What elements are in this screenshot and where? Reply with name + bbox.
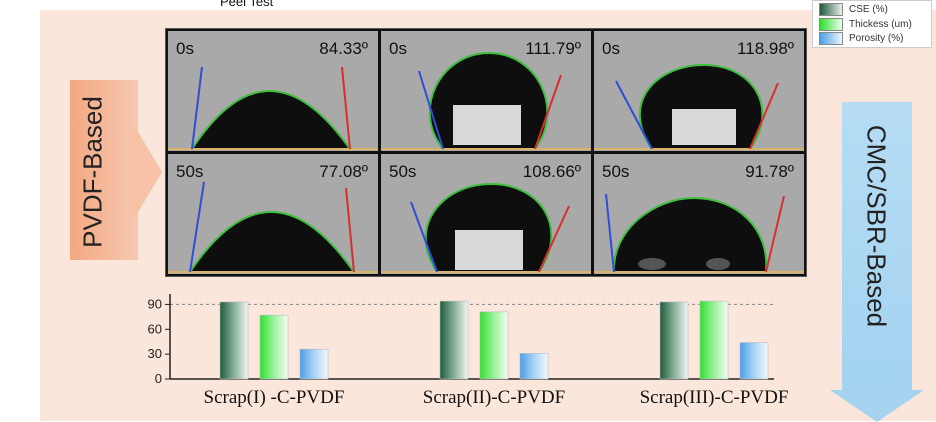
bar bbox=[259, 314, 289, 380]
time-label: 0s bbox=[389, 39, 407, 58]
droplet-image: 50s 108.66º bbox=[381, 154, 591, 274]
legend-item: Porosity (%) bbox=[819, 32, 903, 45]
contact-angle-image-grid: 0s 84.33º 0s 111.79º 0s 118.98º bbox=[165, 28, 807, 277]
droplet-image: 0s 84.33º bbox=[168, 31, 378, 151]
pvdf-arrow bbox=[70, 70, 162, 270]
droplet-photo bbox=[381, 31, 591, 151]
arrow-head bbox=[132, 122, 162, 222]
pvdf-based-label: PVDF-Based bbox=[77, 96, 108, 248]
legend-swatch bbox=[819, 18, 843, 31]
time-label: 50s bbox=[176, 162, 204, 181]
figure-title: Peel Test bbox=[220, 0, 274, 9]
y-tick-label: 0 bbox=[155, 371, 162, 386]
bar bbox=[699, 300, 729, 380]
bar bbox=[299, 348, 329, 380]
bar bbox=[219, 301, 249, 380]
bar bbox=[659, 301, 689, 380]
legend-item: CSE (%) bbox=[819, 3, 888, 16]
legend-swatch bbox=[819, 32, 843, 45]
angle-label: 84.33º bbox=[319, 39, 368, 58]
angle-label: 77.08º bbox=[319, 162, 368, 181]
y-tick-label: 30 bbox=[148, 346, 162, 361]
legend: CSE (%) Thickess (um) Porosity (%) bbox=[812, 0, 932, 48]
bar bbox=[519, 353, 549, 380]
x-category-label: Scrap(III)-C-PVDF bbox=[640, 387, 789, 408]
legend-item: Thickess (um) bbox=[819, 18, 912, 31]
bar bbox=[739, 342, 769, 380]
droplet-image: 50s 77.08º bbox=[168, 154, 378, 274]
droplet-image: 0s 118.98º bbox=[594, 31, 804, 151]
legend-label: Thickess (um) bbox=[849, 19, 912, 30]
time-label: 0s bbox=[602, 39, 620, 58]
droplet-image: 50s 91.78º bbox=[594, 154, 804, 274]
droplet-image: 0s 111.79º bbox=[381, 31, 591, 151]
legend-swatch bbox=[819, 3, 843, 16]
y-tick-label: 60 bbox=[148, 321, 162, 336]
droplet-photo bbox=[381, 154, 591, 274]
droplet-photo bbox=[168, 154, 378, 274]
angle-label: 111.79º bbox=[525, 39, 581, 58]
legend-label: CSE (%) bbox=[849, 4, 888, 15]
time-label: 0s bbox=[176, 39, 194, 58]
arrow-body bbox=[842, 102, 912, 392]
time-label: 50s bbox=[389, 162, 417, 181]
cmc-sbr-based-label: CMC/SBR-Based bbox=[861, 124, 892, 328]
droplet-photo bbox=[594, 154, 804, 274]
time-label: 50s bbox=[602, 162, 630, 181]
bar bbox=[439, 300, 469, 380]
angle-label: 91.78º bbox=[745, 162, 794, 181]
bar-chart: 0 30 60 90 Scrap(I) -C-PVDF Scrap(II)-C-PVDF S… bbox=[120, 290, 820, 421]
angle-label: 108.66º bbox=[522, 162, 581, 181]
legend-label: Porosity (%) bbox=[849, 33, 904, 44]
arrow-body bbox=[70, 80, 138, 260]
angle-label: 118.98º bbox=[737, 39, 794, 58]
x-category-label: Scrap(I) -C-PVDF bbox=[204, 387, 345, 408]
cmc-arrow bbox=[830, 102, 930, 422]
droplet-photo bbox=[168, 31, 378, 151]
bar bbox=[479, 311, 509, 380]
droplet-photo bbox=[594, 31, 804, 151]
y-tick-label: 90 bbox=[148, 296, 162, 311]
arrow-head bbox=[830, 390, 924, 422]
x-category-label: Scrap(II)-C-PVDF bbox=[423, 387, 565, 408]
bar-chart-svg: 0 30 60 90 Scrap(I) -C-PVDF Scrap(II)-C-PVDF S… bbox=[148, 294, 789, 408]
